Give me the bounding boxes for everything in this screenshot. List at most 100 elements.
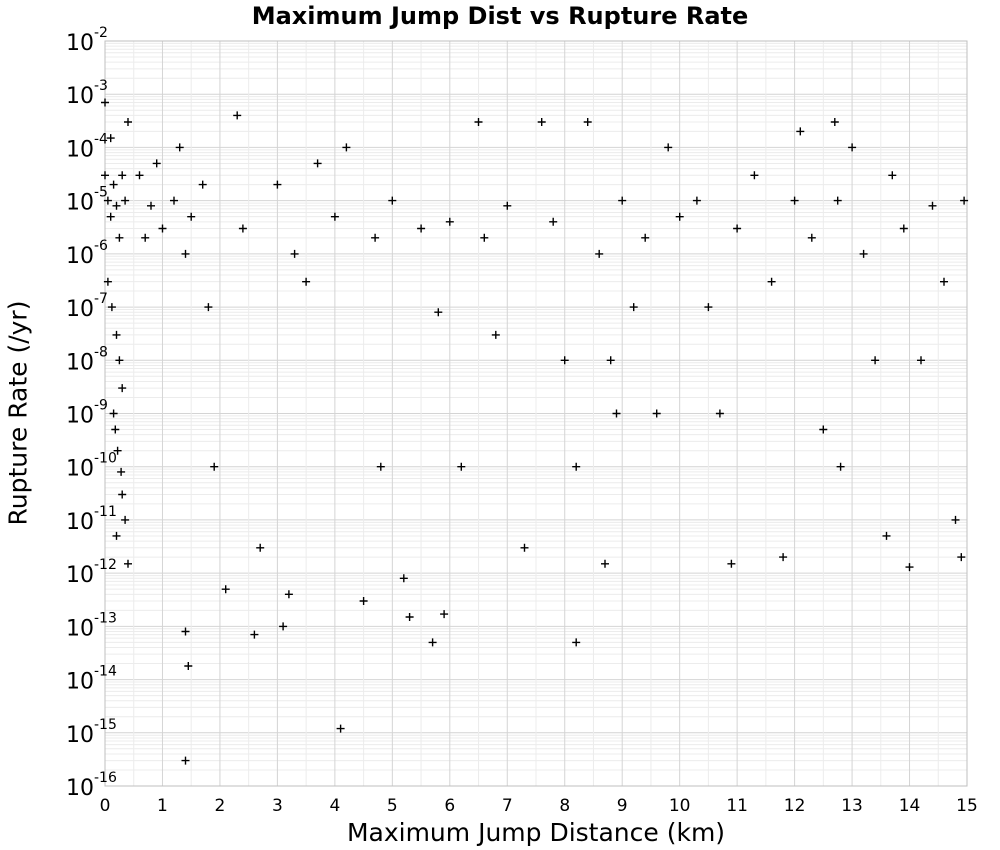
data-point: [181, 249, 190, 258]
data-point: [727, 559, 736, 568]
y-tick-label: 10-13: [66, 610, 117, 641]
data-point: [899, 224, 908, 233]
data-point: [117, 467, 126, 476]
x-tick-label: 0: [100, 796, 111, 816]
data-point: [606, 356, 615, 365]
data-point: [537, 118, 546, 126]
data-point: [124, 559, 132, 568]
data-point: [359, 597, 368, 605]
data-point: [181, 627, 190, 636]
data-point: [428, 638, 437, 647]
data-point: [376, 462, 385, 471]
x-tick-label: 6: [444, 796, 455, 816]
x-axis-title: Maximum Jump Distance (km): [346, 818, 726, 847]
data-point: [520, 543, 529, 552]
data-point: [118, 384, 127, 393]
data-point: [790, 196, 799, 205]
x-tick-label: 13: [841, 796, 863, 816]
y-tick-label: 10-7: [66, 291, 108, 322]
y-tick-label: 10-15: [66, 717, 117, 748]
y-tick-label: 10-2: [66, 25, 108, 56]
data-point: [819, 425, 828, 434]
y-tick-label: 10-10: [66, 451, 117, 482]
data-point: [101, 171, 109, 180]
data-point: [233, 111, 242, 120]
data-point: [290, 249, 299, 258]
data-point: [917, 356, 925, 365]
data-point: [583, 118, 592, 126]
data-point: [121, 196, 130, 205]
data-point: [170, 196, 178, 205]
data-point: [336, 724, 345, 733]
data-point: [704, 303, 713, 312]
data-point: [106, 134, 115, 143]
data-point: [330, 212, 339, 221]
data-point: [147, 201, 155, 210]
y-tick-label: 10-14: [66, 664, 117, 695]
data-point: [560, 356, 569, 365]
y-tick-label: 10-4: [66, 131, 108, 162]
data-point: [457, 462, 466, 471]
data-point: [112, 201, 121, 210]
y-tick-label: 10-11: [66, 504, 117, 535]
data-point: [118, 171, 127, 180]
data-point: [928, 201, 937, 210]
data-point: [279, 622, 288, 631]
data-point: [848, 143, 857, 152]
data-point: [181, 756, 190, 765]
y-tick-label: 10-12: [66, 557, 117, 588]
data-point: [135, 171, 144, 180]
data-point: [101, 98, 109, 107]
data-point: [664, 143, 673, 152]
data-point: [107, 303, 116, 312]
data-point: [572, 638, 581, 647]
data-point: [198, 180, 207, 189]
data-point: [342, 143, 351, 152]
data-point: [618, 196, 627, 205]
chart-title: Maximum Jump Dist vs Rupture Rate: [251, 2, 749, 30]
y-tick-label: 10-9: [66, 398, 108, 429]
data-point: [503, 201, 512, 210]
data-point: [888, 171, 897, 180]
data-point: [440, 610, 449, 619]
data-point: [210, 462, 219, 471]
data-point: [158, 224, 167, 233]
data-point: [109, 409, 118, 418]
data-point: [313, 159, 322, 168]
data-point: [601, 559, 609, 568]
data-point: [204, 303, 213, 312]
x-tick-label: 11: [726, 796, 748, 816]
data-point: [118, 490, 127, 499]
data-point: [112, 531, 121, 540]
data-point: [612, 409, 621, 418]
x-tick-label: 1: [157, 796, 168, 816]
data-point: [779, 553, 788, 562]
data-point: [595, 249, 604, 258]
data-point: [572, 462, 581, 471]
data-point: [715, 409, 724, 418]
data-point: [871, 356, 880, 365]
y-tick-label: 10-16: [66, 770, 117, 801]
x-tick-label: 7: [502, 796, 513, 816]
data-point: [957, 553, 966, 562]
data-point: [115, 233, 124, 242]
y-tick-label: 10-8: [66, 344, 108, 375]
x-tick-label: 4: [329, 796, 340, 816]
x-tick-label: 3: [272, 796, 283, 816]
x-tick-label: 10: [669, 796, 691, 816]
data-point: [641, 233, 650, 242]
data-point: [940, 277, 948, 286]
data-point: [833, 196, 842, 205]
data-point: [960, 196, 969, 205]
data-point: [388, 196, 397, 205]
data-point: [474, 118, 483, 126]
data-point: [434, 308, 443, 317]
data-point: [302, 277, 311, 286]
data-point: [629, 303, 638, 312]
data-point: [480, 233, 489, 242]
data-point: [106, 212, 115, 221]
data-point: [830, 118, 839, 126]
data-point: [675, 212, 684, 221]
x-tick-label: 15: [956, 796, 978, 816]
